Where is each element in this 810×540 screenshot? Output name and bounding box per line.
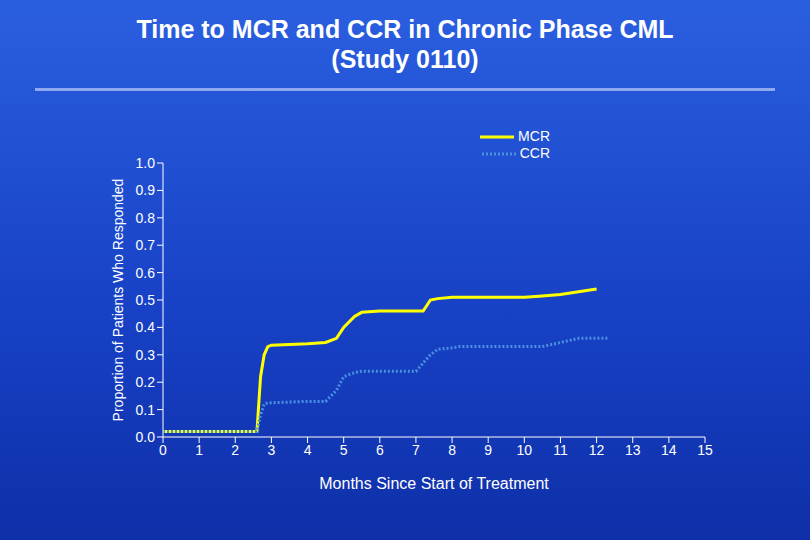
svg-text:15: 15	[697, 442, 713, 458]
svg-text:4: 4	[304, 442, 312, 458]
svg-text:1: 1	[195, 442, 203, 458]
svg-text:9: 9	[484, 442, 492, 458]
svg-text:2: 2	[231, 442, 239, 458]
svg-text:0.5: 0.5	[136, 292, 156, 308]
svg-text:7: 7	[412, 442, 420, 458]
svg-text:0.8: 0.8	[136, 210, 156, 226]
svg-text:8: 8	[448, 442, 456, 458]
svg-text:0.0: 0.0	[136, 429, 156, 445]
svg-text:0.2: 0.2	[136, 374, 156, 390]
svg-text:10: 10	[517, 442, 533, 458]
svg-text:13: 13	[625, 442, 641, 458]
svg-text:Months Since Start of Treatmen: Months Since Start of Treatment	[319, 475, 549, 492]
html-text:Proportion of Patients Who Res: Proportion of Patients Who Responded	[110, 178, 126, 422]
html-text:MCR: MCR	[518, 128, 550, 144]
svg-text:3: 3	[268, 442, 276, 458]
svg-text:5: 5	[340, 442, 348, 458]
svg-text:12: 12	[589, 442, 605, 458]
svg-text:14: 14	[661, 442, 677, 458]
svg-text:0.3: 0.3	[136, 347, 156, 363]
svg-text:0.7: 0.7	[136, 237, 156, 253]
svg-text:0: 0	[159, 442, 167, 458]
html-text:CCR: CCR	[519, 145, 550, 161]
svg-text:0.6: 0.6	[136, 265, 156, 281]
svg-text:0.9: 0.9	[136, 182, 156, 198]
svg-text:0.4: 0.4	[136, 319, 156, 335]
svg-text:0.1: 0.1	[136, 402, 156, 418]
svg-text:6: 6	[376, 442, 384, 458]
svg-text:1.0: 1.0	[136, 155, 156, 171]
html-text:Time to MCR and CCR in Chronic: Time to MCR and CCR in Chronic Phase CML…	[136, 15, 674, 73]
svg-text:11: 11	[553, 442, 568, 458]
